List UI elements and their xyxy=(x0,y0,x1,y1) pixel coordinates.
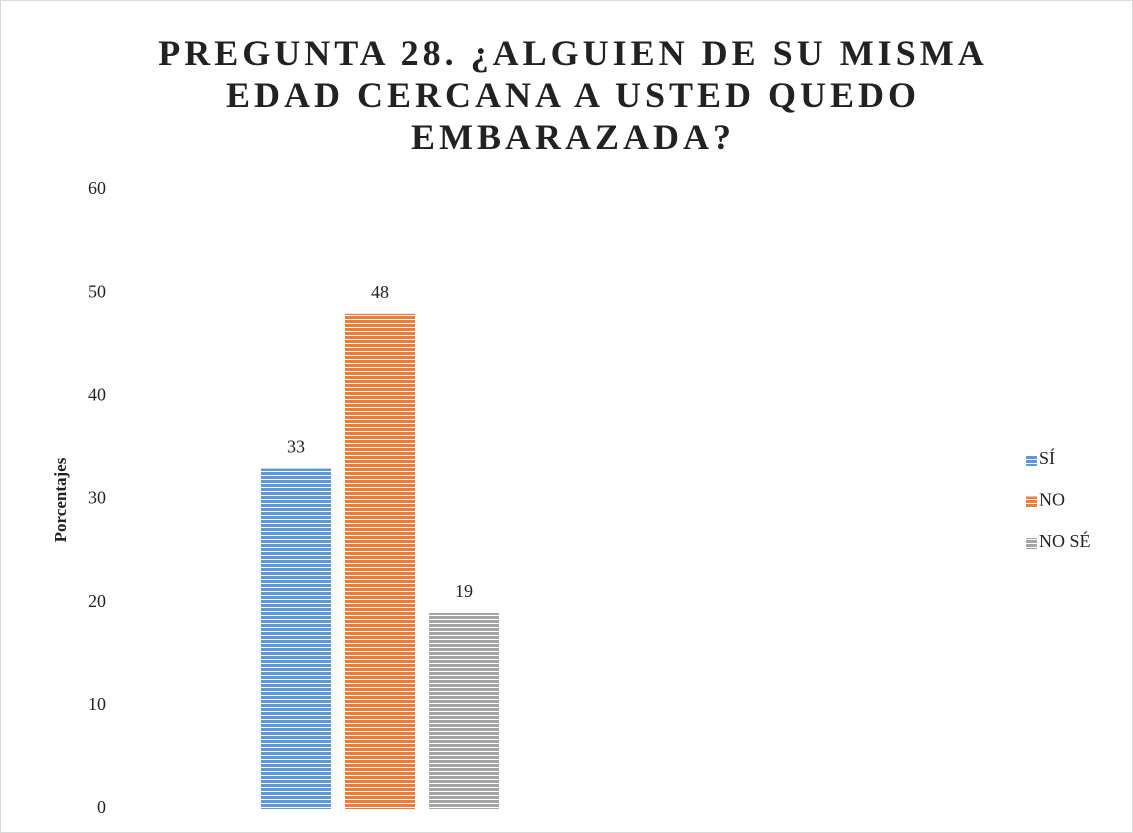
data-label: 19 xyxy=(455,581,473,601)
legend-label: NO xyxy=(1039,490,1065,510)
y-tick-label: 30 xyxy=(88,488,106,508)
y-tick-label: 10 xyxy=(88,694,106,714)
y-axis-label: Porcentajes xyxy=(51,457,70,542)
legend-swatch xyxy=(1026,455,1037,466)
bar xyxy=(261,468,331,809)
legend-label: NO SÉ xyxy=(1039,530,1091,551)
data-label: 33 xyxy=(287,437,305,457)
bar xyxy=(429,612,499,809)
title-box: PREGUNTA 28. ¿ALGUIEN DE SU MISMA EDAD C… xyxy=(158,33,988,157)
y-tick-label: 40 xyxy=(88,384,106,404)
bar xyxy=(345,313,415,809)
legend-label: SÍ xyxy=(1039,447,1055,468)
legend-swatch xyxy=(1026,538,1037,549)
y-tick-label: 50 xyxy=(88,281,106,301)
y-tick-label: 20 xyxy=(88,591,106,611)
chart-title: PREGUNTA 28. ¿ALGUIEN DE SU MISMA EDAD C… xyxy=(158,33,988,157)
y-tick-label: 0 xyxy=(97,797,106,817)
legend-swatch xyxy=(1026,496,1037,508)
y-tick-label: 60 xyxy=(88,178,106,198)
data-label: 48 xyxy=(371,282,389,302)
